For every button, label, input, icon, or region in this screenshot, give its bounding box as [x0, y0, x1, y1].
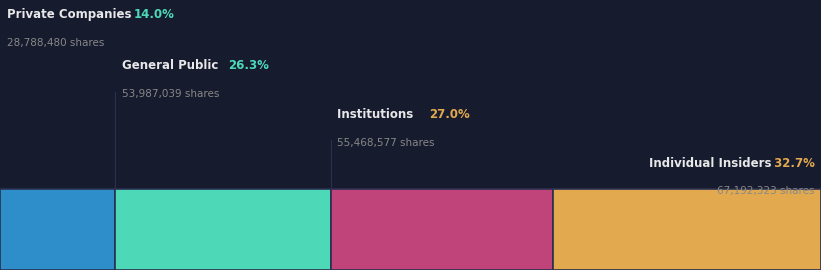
Text: Individual Insiders: Individual Insiders [649, 157, 772, 170]
Text: 14.0%: 14.0% [134, 8, 175, 21]
Text: Institutions: Institutions [337, 108, 418, 121]
Text: 28,788,480 shares: 28,788,480 shares [7, 38, 104, 48]
Text: 27.0%: 27.0% [429, 108, 470, 121]
Bar [553, 189, 821, 270]
Text: 26.3%: 26.3% [227, 59, 268, 72]
Bar [0, 189, 115, 270]
Text: Private Companies: Private Companies [7, 8, 135, 21]
Bar [115, 189, 331, 270]
Text: 32.7%: 32.7% [769, 157, 814, 170]
Text: 53,987,039 shares: 53,987,039 shares [122, 89, 219, 99]
Text: General Public: General Public [122, 59, 222, 72]
Text: 55,468,577 shares: 55,468,577 shares [337, 138, 435, 148]
Bar [331, 189, 553, 270]
Text: 67,192,323 shares: 67,192,323 shares [717, 186, 814, 196]
